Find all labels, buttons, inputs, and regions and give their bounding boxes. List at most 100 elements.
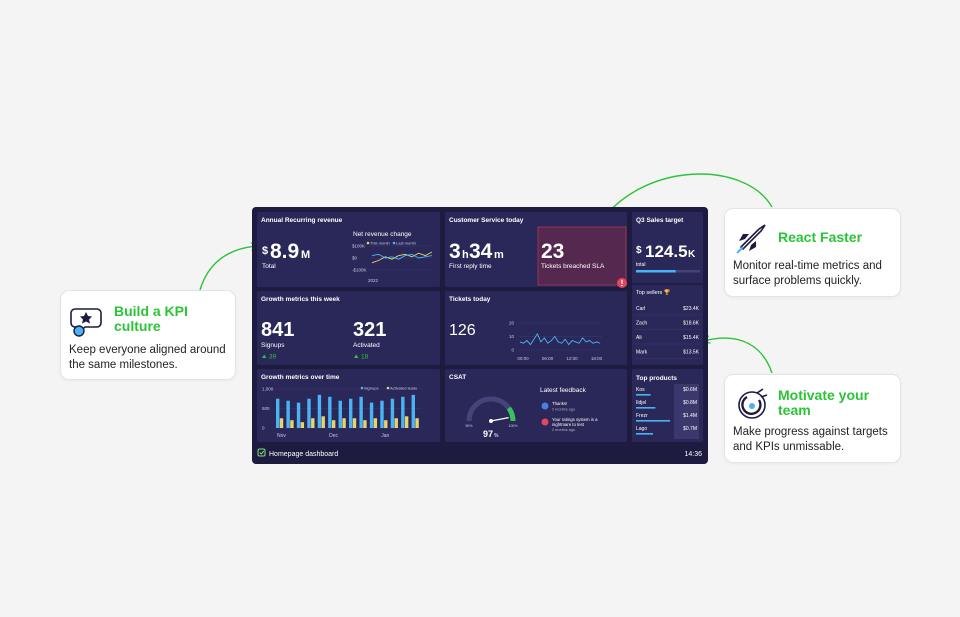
metric-value: 97: [483, 429, 493, 439]
label: Total: [262, 263, 276, 270]
feedback-icon: [541, 418, 549, 426]
y-tick-label: $0: [352, 256, 358, 261]
seller-value: $15.4K: [683, 335, 700, 341]
y-tick-label: 1,000: [262, 387, 274, 392]
metric-value: 124.5: [645, 242, 688, 261]
icon: [738, 388, 768, 419]
label: $: [262, 245, 268, 257]
label: h: [462, 249, 469, 261]
seller-name: Ali: [636, 335, 642, 341]
bar: [390, 398, 395, 428]
callout-title: Build a KPI culture: [114, 303, 188, 334]
legend-label: Last month: [396, 241, 416, 246]
tile: [257, 212, 440, 287]
x-tick-label: 18:00: [591, 356, 603, 361]
feedback-time: 2 months ago: [552, 407, 575, 411]
bar: [279, 418, 284, 428]
feedback-text: Your ratings system is a: [552, 417, 598, 422]
metric-value: 8.9: [270, 240, 299, 263]
up-arrow: [262, 354, 267, 358]
product-value: $0.7M: [683, 426, 697, 432]
seller-name: Carl: [636, 306, 645, 312]
gauge-tick-label: 50%: [465, 424, 472, 428]
callout-text: Monitor real-time metrics and surface pr…: [733, 260, 882, 287]
x-tick-label: 06:00: [542, 356, 554, 361]
icon: [736, 224, 766, 254]
tile-title: Top products: [636, 375, 677, 382]
icon: [70, 308, 102, 337]
tile-title: Growth metrics over time: [261, 374, 340, 381]
tile-title: Annual Recurring revenue: [261, 217, 343, 224]
bar: [359, 396, 363, 428]
bar: [328, 396, 332, 428]
product-value: $0.6M: [683, 387, 697, 393]
product-name: Kos: [636, 387, 645, 393]
product-name: Lago: [636, 426, 647, 432]
y-tick-label: -$100K: [352, 268, 367, 273]
product-value: $0.8M: [683, 400, 697, 406]
bar: [338, 400, 342, 428]
bar: [411, 394, 415, 428]
y-tick-label: 500: [262, 406, 270, 411]
x-label: 2022: [368, 278, 379, 283]
bar: [296, 402, 301, 428]
metric-value: 321: [353, 319, 386, 341]
y-tick-label: 0: [262, 426, 265, 431]
bar: [352, 418, 357, 428]
change: 18: [361, 354, 369, 361]
bar: [636, 420, 670, 422]
legend-label: This month: [370, 241, 390, 246]
callout-text: Keep everyone aligned around the same mi…: [69, 344, 226, 371]
y-tick-label: 20: [509, 321, 515, 326]
clock: 14:36: [684, 451, 702, 458]
seller-value: $18.6K: [683, 321, 700, 327]
alert-icon: [621, 284, 623, 287]
legend-dot: [360, 386, 364, 390]
tile-title: Tickets today: [449, 296, 491, 303]
bar: [321, 416, 325, 428]
label: M: [301, 249, 310, 261]
alert-panel: [537, 226, 627, 286]
label: m: [494, 249, 504, 261]
feedback-time: 2 months ago: [552, 428, 575, 432]
callout-title: React Faster: [778, 229, 863, 245]
up-arrow: [354, 354, 359, 358]
legend-dot: [366, 241, 370, 245]
label: 3: [449, 240, 461, 263]
x-tick-label: Dec: [329, 433, 338, 439]
bar: [331, 420, 336, 428]
bar: [384, 420, 388, 428]
x-tick-label: Jan: [381, 433, 389, 439]
tile: [445, 369, 627, 442]
feedback-icon: [541, 402, 549, 410]
feedback-text: nightmare to test: [552, 422, 585, 427]
y-tick-label: $100K: [352, 244, 365, 249]
tile-title: Growth metrics this week: [261, 296, 340, 303]
chart-title: Net revenue change: [353, 231, 412, 238]
metric-value: 841: [261, 319, 294, 341]
bar: [636, 394, 651, 396]
seller-value: $23.4K: [683, 306, 700, 312]
bar: [300, 422, 305, 428]
tile-title: Q3 Sales target: [636, 217, 684, 224]
legend-label: Activated leads: [390, 386, 417, 391]
bar: [290, 420, 294, 428]
bar: [276, 398, 280, 428]
line-series: [371, 251, 433, 264]
label: Top sellers 🏆: [636, 289, 671, 296]
tile: [257, 291, 440, 365]
bar: [636, 433, 653, 435]
product-name: Frezr: [636, 413, 648, 419]
seller-value: $13.5K: [683, 350, 700, 356]
bar: [342, 418, 346, 428]
legend-dot: [392, 241, 396, 245]
bar: [286, 400, 290, 428]
callout-card: React Faster Monitor real-time metrics a…: [724, 208, 901, 297]
gauge-needle: [490, 417, 509, 422]
y-tick-label: 0: [511, 348, 514, 353]
x-tick-label: 00:00: [517, 356, 529, 361]
arrow: [704, 338, 773, 374]
label: 34: [469, 240, 493, 263]
progress-bar: [636, 270, 676, 273]
logo: [257, 448, 266, 457]
